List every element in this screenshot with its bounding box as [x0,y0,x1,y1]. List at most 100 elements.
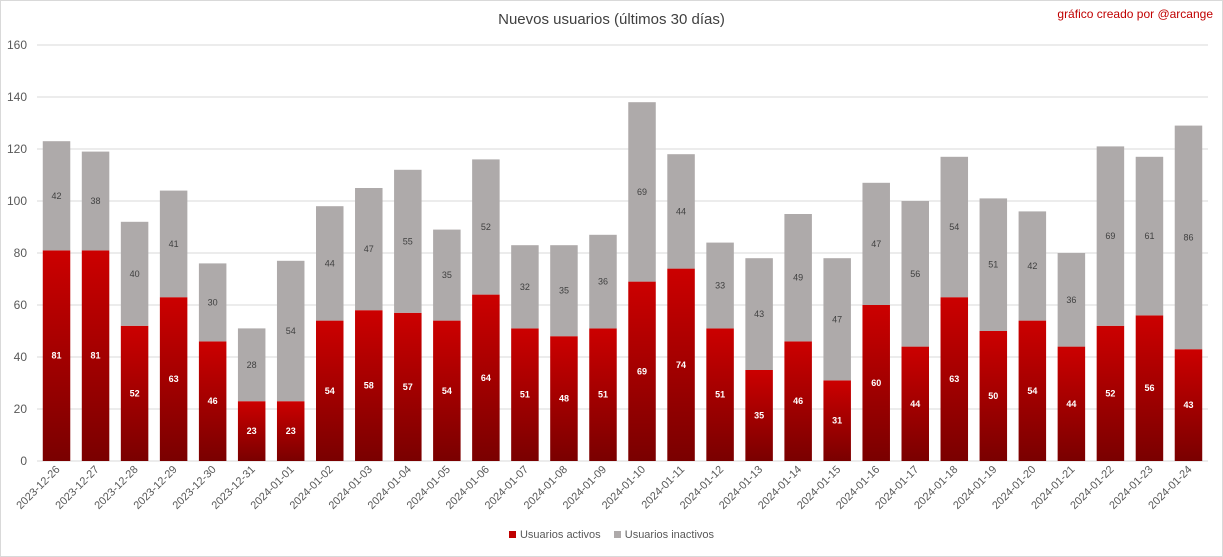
bar-active [511,328,539,461]
bar-active [862,305,890,461]
data-label-inactive: 33 [715,281,725,291]
data-label-inactive: 44 [676,206,686,216]
data-label-active: 48 [559,394,569,404]
bar-inactive [394,169,422,313]
bar-inactive [979,198,1008,331]
bar-active [316,320,344,461]
bar-active [276,401,305,461]
bar-inactive [706,242,734,329]
bar-inactive [901,201,929,347]
bar-inactive [589,234,617,329]
y-tick-label: 20 [14,402,28,416]
bar-inactive [237,328,266,402]
bar-active [745,370,773,461]
data-label-active: 46 [208,396,218,406]
legend-item-inactive: Usuarios inactivos [613,529,715,541]
data-label-active: 23 [247,426,257,436]
bar-active [628,281,656,461]
data-label-active: 63 [169,374,179,384]
legend-label-inactive: Usuarios inactivos [624,529,715,541]
data-label-inactive: 51 [988,260,998,270]
data-label-active: 57 [403,382,413,392]
bar-active [706,328,734,461]
data-label-active: 54 [325,386,335,396]
data-label-inactive: 56 [910,269,920,279]
bar-active [550,336,578,461]
bar-active [81,250,110,461]
bar-active [237,401,266,461]
data-label-inactive: 38 [91,196,101,206]
bar-active [120,325,149,461]
bar-active [159,297,188,461]
legend: Usuarios activos Usuarios inactivos [0,529,1223,541]
data-label-inactive: 28 [247,360,257,370]
bar-inactive [745,258,773,370]
data-label-active: 69 [637,366,647,376]
bar-inactive [81,151,110,251]
data-label-active: 44 [910,399,920,409]
data-label-active: 81 [52,351,62,361]
bar-inactive [667,154,695,269]
y-tick-label: 0 [20,454,27,468]
bar-inactive [120,221,149,326]
chart-title: Nuevos usuarios (últimos 30 días) [498,11,725,28]
data-label-inactive: 47 [832,314,842,324]
data-label-inactive: 55 [403,236,413,246]
data-label-inactive: 42 [52,191,62,201]
data-label-active: 50 [988,391,998,401]
data-label-active: 44 [1066,399,1076,409]
data-label-active: 43 [1183,400,1193,410]
y-tick-label: 140 [7,90,27,104]
bar-active [667,268,695,461]
y-tick-label: 60 [14,298,28,312]
bar-active [901,346,929,461]
bar-inactive [198,263,227,342]
data-label-active: 74 [676,360,686,370]
bar-inactive [784,214,812,342]
bar-inactive [862,182,890,305]
bar-inactive [472,159,500,295]
bar-inactive [42,141,71,251]
data-label-active: 81 [91,351,101,361]
data-label-inactive: 43 [754,309,764,319]
data-label-inactive: 52 [481,222,491,232]
data-label-inactive: 40 [130,269,140,279]
bar-inactive [1018,211,1047,321]
bar-inactive [316,206,344,321]
bar-active [940,297,969,461]
bar-active [979,331,1008,461]
bar-inactive [1096,146,1125,326]
bar-inactive [1057,253,1086,347]
chart-credit: gráfico creado por @arcange [1057,7,1213,21]
data-label-active: 63 [949,374,959,384]
data-label-active: 35 [754,411,764,421]
legend-label-active: Usuarios activos [519,529,601,541]
data-label-inactive: 61 [1144,231,1154,241]
y-tick-label: 40 [14,350,28,364]
data-label-inactive: 86 [1183,232,1193,242]
legend-swatch-active [508,531,516,538]
bar-active [394,312,422,461]
bars [42,102,1203,461]
data-label-active: 23 [286,426,296,436]
data-label-active: 54 [442,386,452,396]
data-label-active: 52 [1105,388,1115,398]
grid-lines [37,44,1208,462]
bar-inactive [550,245,578,337]
data-label-inactive: 54 [286,326,296,336]
data-label-active: 52 [130,388,140,398]
legend-item-active: Usuarios activos [508,529,601,541]
data-label-inactive: 47 [364,244,374,254]
data-label-active: 54 [1027,386,1037,396]
data-label-inactive: 49 [793,273,803,283]
data-label-inactive: 35 [559,286,569,296]
x-axis-ticks: 2023-12-262023-12-272023-12-282023-12-29… [14,464,1194,512]
data-label-inactive: 42 [1027,261,1037,271]
bar-active [1174,349,1203,461]
bar-active [472,294,500,461]
data-label-inactive: 35 [442,270,452,280]
bar-inactive [823,258,851,381]
bar-inactive [355,188,383,311]
data-label-active: 46 [793,396,803,406]
